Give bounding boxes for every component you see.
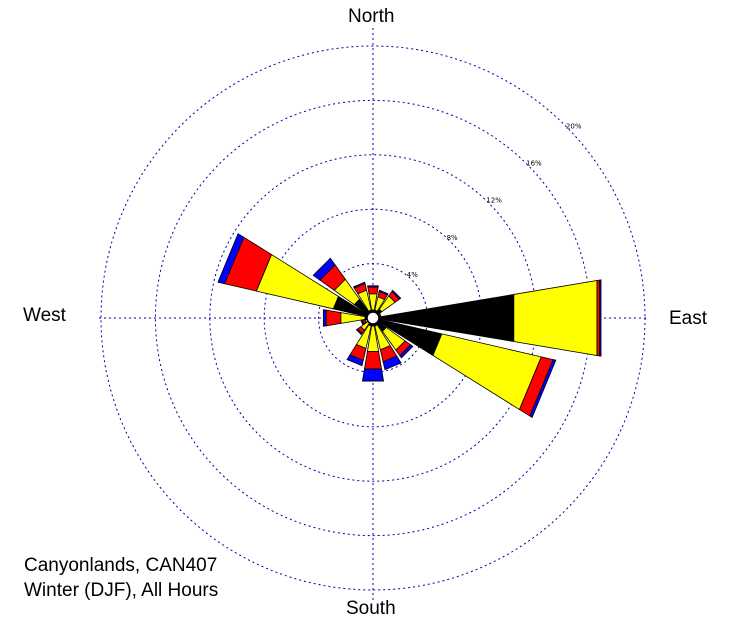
rose-petals xyxy=(217,233,632,419)
petal-15-class-3 xyxy=(352,281,366,289)
petal-1-class-3 xyxy=(378,289,389,296)
west-label: West xyxy=(23,305,66,326)
ring-label-3: 16% xyxy=(526,160,542,168)
petal-0-class-3 xyxy=(367,285,379,288)
calm-circle xyxy=(366,311,380,325)
petal-10-class-3 xyxy=(355,328,363,336)
petal-4-class-3 xyxy=(599,279,602,357)
petal-4-class-2 xyxy=(596,279,601,357)
petal-5-class-3 xyxy=(529,359,557,419)
petal-6-class-3 xyxy=(399,344,414,359)
petal-14-class-3 xyxy=(312,257,336,281)
petal-4-class-1 xyxy=(513,280,598,356)
station-caption: Canyonlands, CAN407 xyxy=(24,555,218,576)
south-label: South xyxy=(346,598,396,619)
petal-13-class-3 xyxy=(217,233,245,285)
petal-2-class-3 xyxy=(391,289,402,300)
petal-12-class-3 xyxy=(322,309,327,327)
petal-12-class-2 xyxy=(325,309,342,327)
petal-9-class-3 xyxy=(346,354,364,367)
petal-7-class-3 xyxy=(382,355,402,371)
petal-0-class-2 xyxy=(367,286,379,295)
east-label: East xyxy=(669,308,708,329)
ring-label-0: 4% xyxy=(407,271,418,279)
ring-label-4: 20% xyxy=(566,122,582,130)
ring-label-2: 12% xyxy=(486,197,502,205)
season-caption: Winter (DJF), All Hours xyxy=(24,580,219,601)
ring-labels: 4% 8% 12% 16% 20% xyxy=(407,122,582,278)
ring-label-1: 8% xyxy=(447,234,458,242)
petal-11-class-3 xyxy=(360,319,365,326)
north-label: North xyxy=(348,6,395,27)
petal-8-class-3 xyxy=(361,368,385,382)
petal-8-class-2 xyxy=(363,351,383,370)
east-petal-marker xyxy=(606,322,632,331)
